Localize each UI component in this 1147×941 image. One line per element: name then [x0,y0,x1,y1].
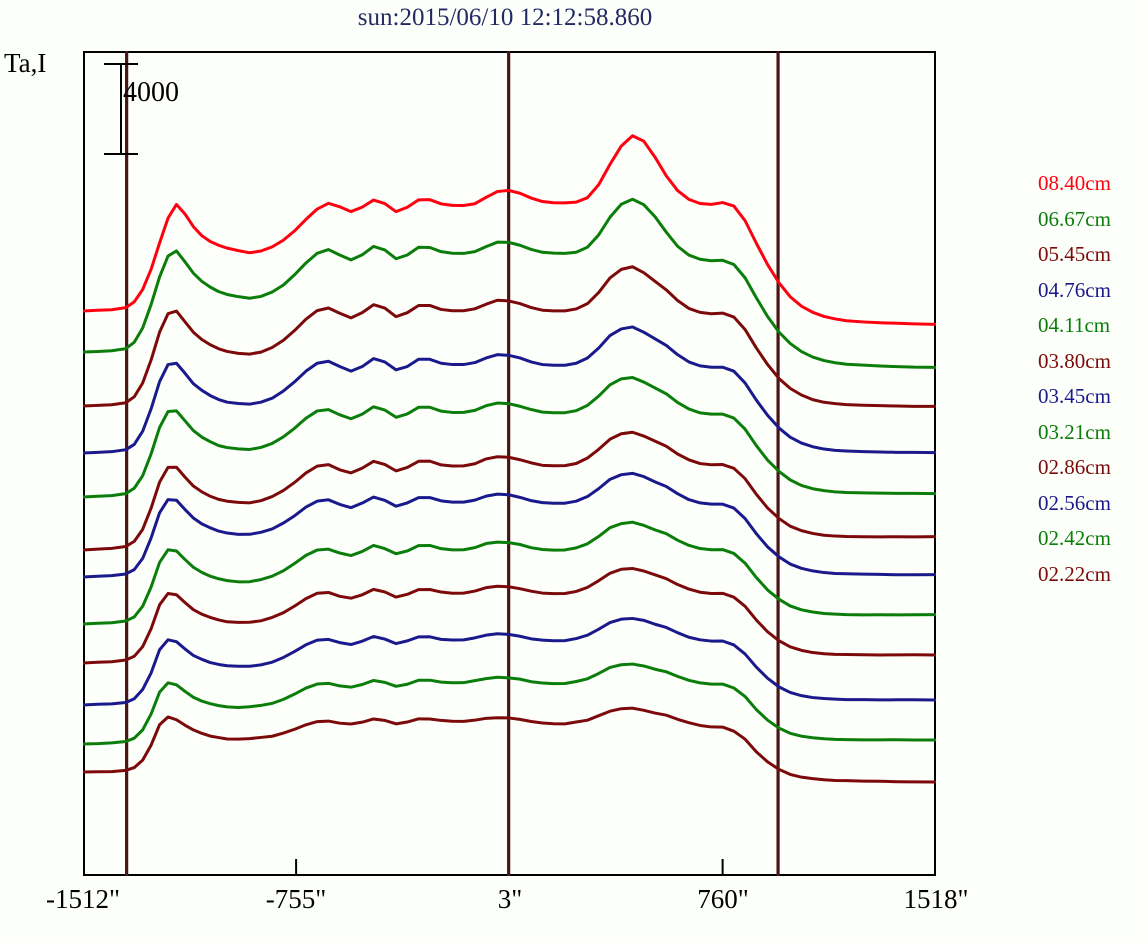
curve-02-86cm [83,566,936,665]
curve-02-42cm [83,662,936,746]
legend-item-3: 04.76cm [1038,277,1111,302]
x-tick-label-2: 3" [497,884,523,914]
curve-02-56cm [83,616,936,707]
legend-item-7: 03.21cm [1038,419,1111,444]
legend-item-9: 02.56cm [1038,490,1111,515]
curve-05-45cm [83,265,936,408]
plot-area: 4000 [83,51,936,876]
curve-06-67cm [83,197,936,369]
legend-item-0: 08.40cm [1038,171,1111,195]
x-tick-label-4: 1518" [903,884,969,914]
legend-item-5: 03.80cm [1038,348,1111,373]
curve-02-22cm [83,706,936,784]
scale-bar [104,63,138,155]
x-tick-label-1: -755" [265,884,327,914]
legend-item-10: 02.42cm [1038,526,1111,550]
scale-bar-bottom-cap [104,153,138,155]
legend: 08.40cm 06.67cm 05.45cm 04.76cm 04.11cm 03.80… [1038,166,1111,592]
legend-item-11: 02.22cm [1038,561,1111,586]
scale-bar-line [120,63,122,155]
legend-item-4: 04.11cm [1038,313,1111,337]
curve-03-80cm [83,430,936,552]
legend-item-8: 02.86cm [1038,455,1111,479]
chart-title: sun:2015/06/10 12:12:58.860 [357,4,653,31]
y-axis-label: Ta,I [4,48,47,78]
legend-item-6: 03.45cm [1038,384,1111,408]
curve-03-21cm [83,520,936,626]
curve-04-11cm [83,375,936,499]
x-tick-label-3: 760" [697,884,749,914]
x-tick-label-0: -1512" [45,884,121,914]
legend-item-2: 05.45cm [1038,242,1111,266]
scale-bar-value: 4000 [123,77,179,108]
curve-03-45cm [83,471,936,579]
waterfall-curves [83,51,936,876]
legend-item-1: 06.67cm [1038,206,1111,231]
curve-04-76cm [83,325,936,455]
curve-08-40cm [83,134,936,326]
